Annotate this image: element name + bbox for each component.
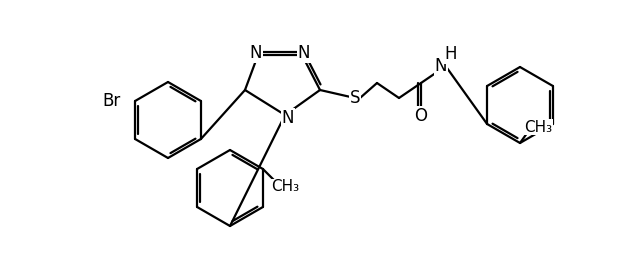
- Text: N: N: [435, 57, 447, 75]
- Text: CH₃: CH₃: [524, 120, 552, 134]
- Text: Br: Br: [103, 92, 121, 110]
- Text: O: O: [415, 107, 428, 125]
- Text: N: N: [298, 44, 310, 62]
- Text: N: N: [250, 44, 262, 62]
- Text: S: S: [349, 89, 360, 107]
- Text: CH₃: CH₃: [271, 179, 299, 195]
- Text: H: H: [445, 45, 457, 63]
- Text: N: N: [282, 109, 294, 127]
